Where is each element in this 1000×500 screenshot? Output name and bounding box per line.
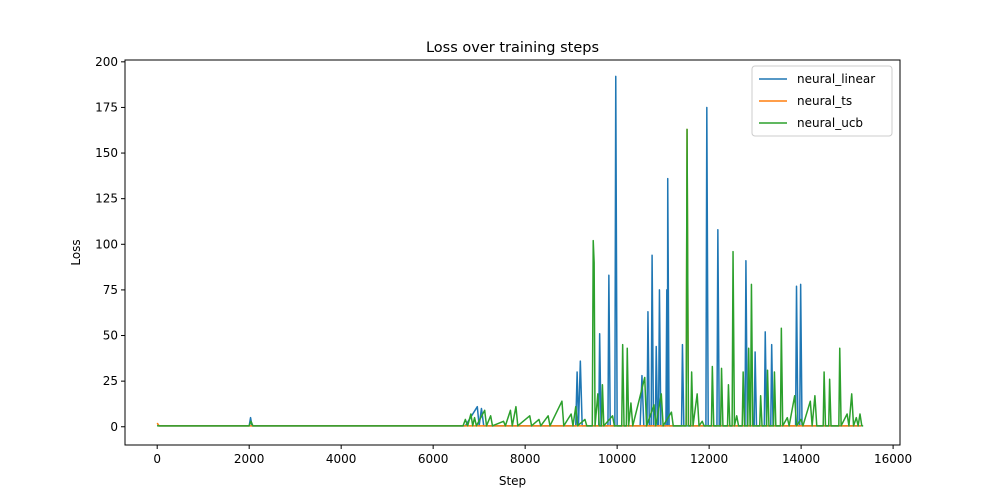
x-axis-ticks: 0 2000 4000 6000 8000 10000 12000 14000 16000 xyxy=(153,445,912,466)
y-tick-label: 125 xyxy=(95,192,118,206)
y-tick-label: 175 xyxy=(95,100,118,114)
y-axis-label: Loss xyxy=(69,239,83,265)
plot-frame xyxy=(124,59,901,446)
x-tick-label: 0 xyxy=(153,452,161,466)
x-tick-label: 6000 xyxy=(418,452,449,466)
x-tick-label: 2000 xyxy=(234,452,265,466)
y-tick-label: 50 xyxy=(103,329,118,343)
x-tick-label: 16000 xyxy=(874,452,912,466)
x-tick-label: 4000 xyxy=(326,452,357,466)
legend-box xyxy=(751,65,893,137)
series-line-neural-ucb xyxy=(157,128,864,427)
legend-label-neural-ts: neural_ts xyxy=(797,94,852,108)
y-tick-label: 25 xyxy=(103,374,118,388)
chart-title: Loss over training steps xyxy=(426,40,599,56)
y-tick-label: 0 xyxy=(110,420,118,434)
x-axis-label: Step xyxy=(499,474,526,488)
y-tick-label: 200 xyxy=(95,55,118,69)
series-layer xyxy=(156,75,864,427)
legend-label-neural-linear: neural_linear xyxy=(797,72,875,86)
x-tick-label: 14000 xyxy=(782,452,820,466)
x-tick-label: 8000 xyxy=(510,452,541,466)
legend: neural_linear neural_ts neural_ucb xyxy=(751,65,893,137)
y-tick-label: 75 xyxy=(103,283,118,297)
y-axis-ticks: 0 25 50 75 100 125 150 175 200 xyxy=(95,55,125,434)
y-tick-label: 100 xyxy=(95,237,118,251)
legend-label-neural-ucb: neural_ucb xyxy=(797,116,863,130)
x-tick-label: 10000 xyxy=(598,452,636,466)
y-tick-label: 150 xyxy=(95,146,118,160)
x-tick-label: 12000 xyxy=(690,452,728,466)
